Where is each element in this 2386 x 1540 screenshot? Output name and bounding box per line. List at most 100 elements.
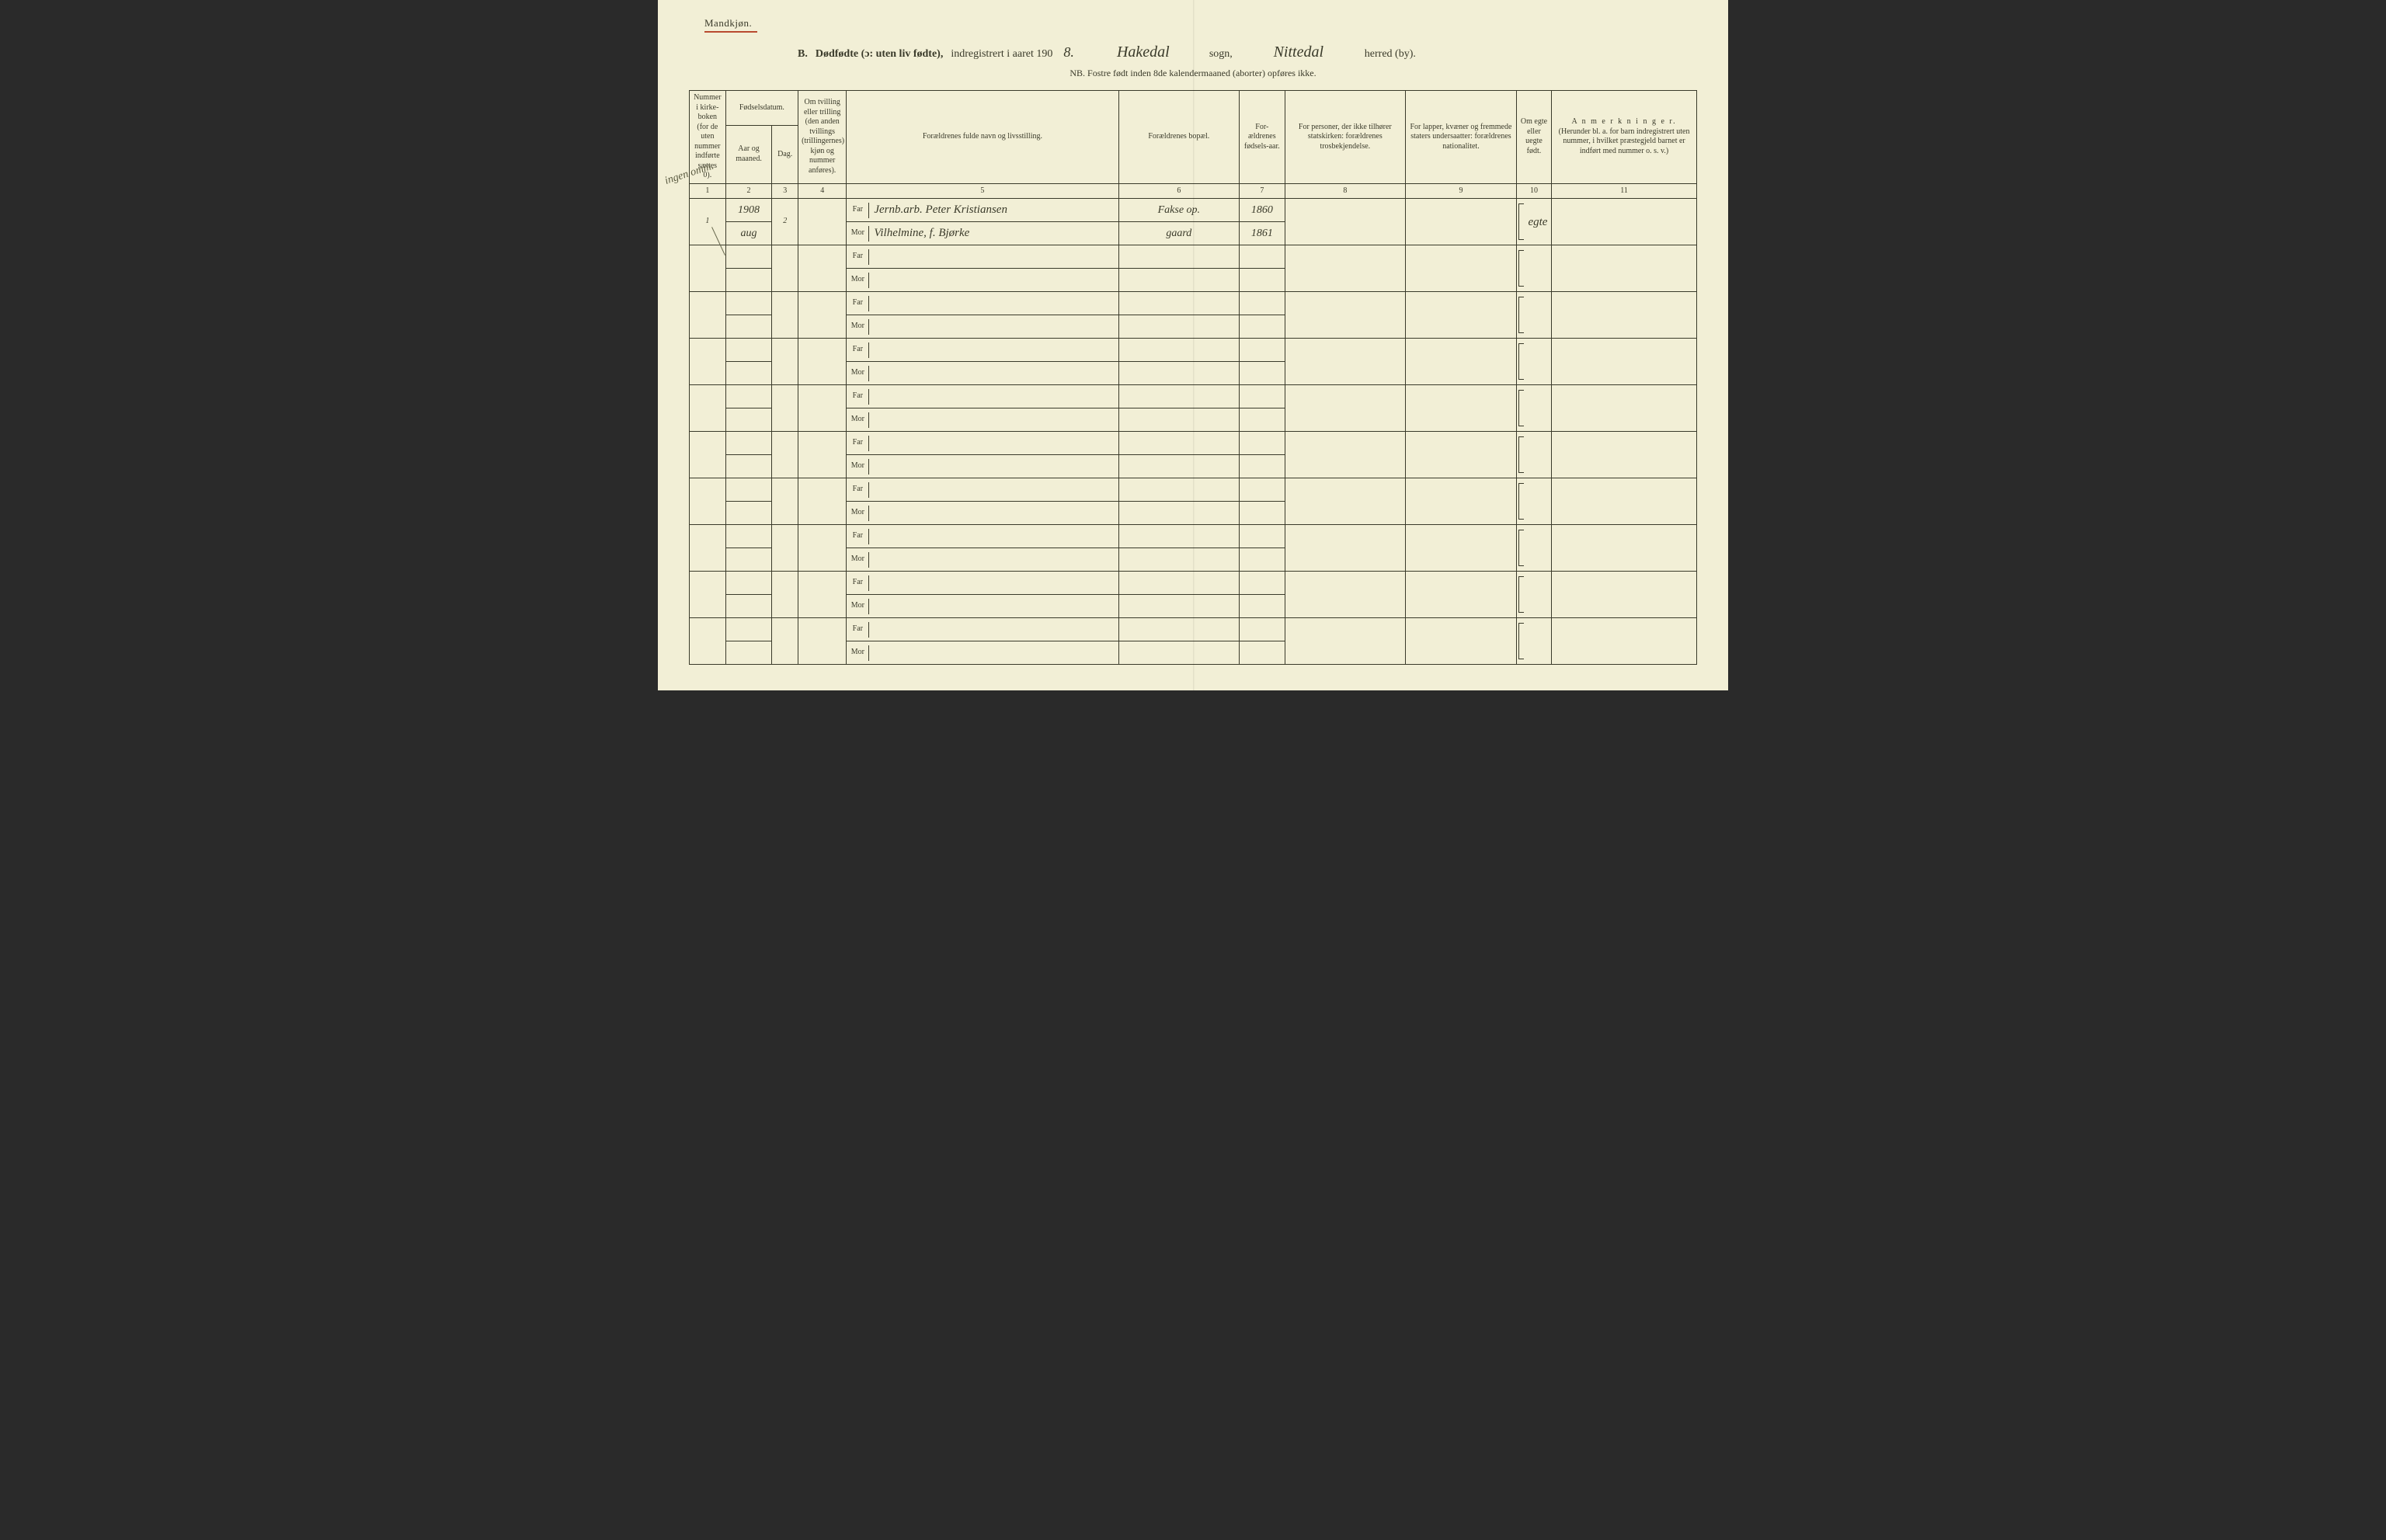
red-underline [704,31,757,33]
entry-day [772,432,798,478]
entry-birth-years: 18601861 [1240,199,1285,245]
entry-birth-years-bot [1240,595,1284,617]
entry-num [690,432,726,478]
entry-twin [798,292,847,339]
parent-sep [868,575,869,591]
entry-birth-years-bot: 1861 [1240,222,1284,245]
parent-sep [868,482,869,498]
gender-corner-label: Mandkjøn. [704,17,757,33]
bracket-mark [1518,343,1524,380]
parent-label-mor: Mor [847,322,868,332]
entry-residence-bot [1119,362,1240,384]
h-col2g: Fødselsdatum. [725,91,798,126]
parent-row-far: Far [847,385,1118,408]
entry-residence-bot [1119,595,1240,617]
entry-year-month [725,292,772,339]
entry-birth-years-top [1240,618,1284,641]
entry-parents: FarMor [847,339,1118,385]
parent-label-far: Far [847,298,868,308]
entry-legitimacy [1516,245,1551,292]
entry-residence [1118,432,1240,478]
entry-residence-top [1119,618,1240,641]
entry-year-month-top [726,618,772,641]
entry-year-month-top: 1908 [726,199,772,222]
entry-num [690,618,726,665]
entry-twin [798,572,847,618]
parent-label-far: Far [847,485,868,495]
entry-day: 2 [772,199,798,245]
entry-year-month-bot [726,315,772,338]
parent-sep [868,459,869,475]
h-col8: For personer, der ikke tilhører statskir… [1285,91,1406,184]
entry-year-month-top [726,525,772,548]
entry-year-month-bot [726,595,772,617]
h-col4: Om tvilling eller trilling (den anden tv… [798,91,847,184]
entry-residence-bot: gaard [1119,222,1240,245]
h-col2b: Dag. [772,126,798,183]
entry-remarks [1552,572,1697,618]
entry-year-month [725,525,772,572]
entry-remarks [1552,199,1697,245]
bracket-mark [1518,483,1524,520]
parent-row-mor: MorVilhelmine, f. Bjørke [847,222,1118,245]
entry-birth-years [1240,339,1285,385]
entry-twin [798,525,847,572]
entry-faith [1285,572,1406,618]
entry-year-month-bot [726,269,772,291]
entry-remarks [1552,525,1697,572]
entry-year-month-top [726,478,772,502]
entry-twin [798,432,847,478]
entry-faith [1285,478,1406,525]
entry-birth-years [1240,385,1285,432]
parent-sep [868,319,869,335]
parent-label-far: Far [847,205,868,215]
entry-legitimacy [1516,385,1551,432]
entry-birth-years-bot [1240,408,1284,431]
entry-num [690,385,726,432]
entry-residence [1118,339,1240,385]
entry-remarks [1552,432,1697,478]
entry-residence-bot [1119,455,1240,478]
entry-parents: Far Mor [847,292,1118,339]
parent-sep [868,552,869,568]
parent-sep [868,412,869,428]
parent-row-far: Far [847,292,1118,315]
entry-remarks [1552,292,1697,339]
parent-sep [868,436,869,451]
parent-row-mor: Mor [847,362,1118,384]
entry-day [772,478,798,525]
entry-residence-bot [1119,502,1240,524]
colnum-4: 4 [798,183,847,199]
entry-residence-top [1119,245,1240,269]
entry-residence: Fakse op.gaard [1118,199,1240,245]
entry-remarks [1552,339,1697,385]
entry-year-month [725,245,772,292]
entry-nationality [1406,292,1517,339]
entry-faith [1285,618,1406,665]
title-year-handwritten: 8. [1060,44,1077,61]
entry-legitimacy [1516,339,1551,385]
entry-year-month [725,478,772,525]
entry-residence [1118,525,1240,572]
colnum-11: 11 [1552,183,1697,199]
parent-sep [868,249,869,265]
entry-residence-bot [1119,548,1240,571]
entry-twin [798,618,847,665]
parent-sep [868,296,869,311]
entry-nationality [1406,199,1517,245]
parent-label-mor: Mor [847,601,868,611]
entry-year-month [725,572,772,618]
parent-name-far: Jernb.arb. Peter Kristiansen [874,203,1118,217]
h-col10: Om egte eller uegte født. [1516,91,1551,184]
colnum-5: 5 [847,183,1118,199]
entry-birth-years [1240,478,1285,525]
entry-twin [798,199,847,245]
entry-day [772,245,798,292]
entry-residence-bot [1119,641,1240,664]
parent-label-far: Far [847,624,868,634]
parent-sep [868,599,869,614]
entry-birth-years [1240,618,1285,665]
entry-faith [1285,385,1406,432]
entry-birth-years-bot [1240,455,1284,478]
parent-sep [868,366,869,381]
